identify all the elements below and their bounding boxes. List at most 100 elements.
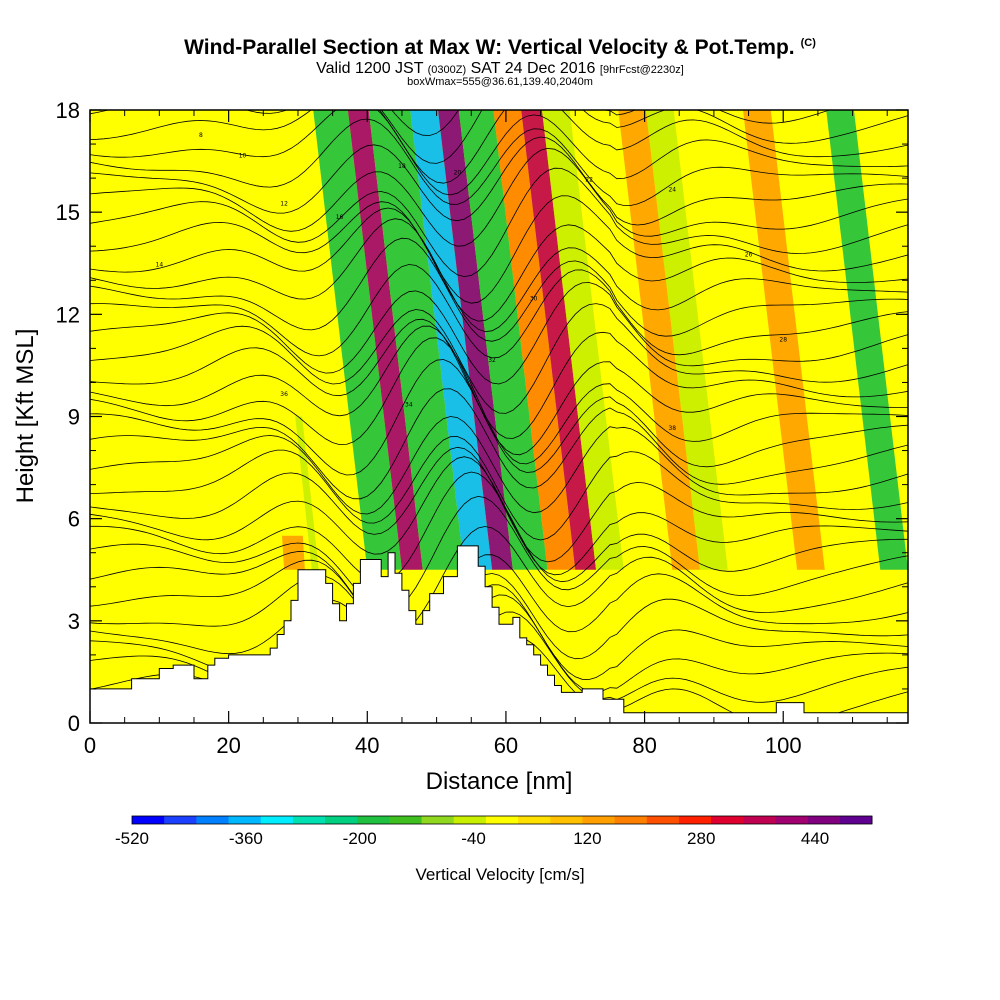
isentrope-label: 20 [454, 170, 462, 177]
x-tick-label: 100 [765, 733, 802, 758]
isentrope-line [90, 147, 908, 247]
isentrope-line [90, 282, 908, 385]
isentrope-label: 32 [488, 357, 496, 364]
colorbar-swatch [807, 816, 841, 824]
colorbar-swatch [518, 816, 551, 824]
velocity-band [437, 110, 513, 570]
x-tick-label: 40 [355, 733, 379, 758]
colorbar-swatch [389, 816, 423, 824]
colorbar-swatch [646, 816, 680, 824]
velocity-band [295, 416, 319, 570]
box-wmax-line: boxWmax=555@36.61,139.40,2040m [407, 76, 593, 88]
isentrope-line [90, 416, 908, 515]
isentrope-label: 28 [779, 337, 787, 344]
colorbar-tick-label: 280 [687, 829, 715, 848]
valid-date: SAT 24 Dec 2016 [470, 60, 596, 77]
isentrope-line [90, 118, 908, 206]
terrain-mask [90, 545, 908, 723]
isentrope-line [90, 110, 908, 196]
colorbar-swatch [775, 816, 809, 824]
velocity-band [410, 110, 493, 570]
isentrope-line [90, 218, 908, 333]
colorbar-tick-label: 440 [801, 829, 829, 848]
chart-title-tag: (C) [800, 37, 816, 49]
colorbar-swatch [196, 816, 230, 824]
velocity-band [826, 110, 908, 570]
colorbar-swatch [550, 816, 583, 824]
colorbar-swatch [485, 816, 519, 824]
velocity-band [645, 110, 728, 570]
isentrope-line [90, 584, 908, 680]
isentrope-label: 24 [668, 187, 676, 194]
isentrope-line [90, 195, 908, 304]
x-tick-label: 60 [494, 733, 518, 758]
colorbar-title: Vertical Velocity [cm/s] [415, 865, 584, 884]
isentrope-line [90, 436, 908, 541]
isentrope-label: 16 [336, 214, 344, 221]
x-tick-label: 20 [216, 733, 240, 758]
isentrope-line [90, 264, 908, 359]
colorbar-swatch [132, 816, 165, 824]
x-tick-label: 80 [632, 733, 656, 758]
velocity-band [282, 535, 305, 570]
colorbar-tick-label: 120 [573, 829, 601, 848]
isentrope-line [90, 554, 908, 648]
colorbar-swatch [453, 816, 487, 824]
velocity-band [743, 110, 825, 570]
valid-prefix: Valid 1200 JST [316, 60, 424, 77]
colorbar-swatch [614, 816, 648, 824]
isentrope-line [90, 110, 908, 184]
colorbar-swatch [421, 816, 455, 824]
velocity-band [493, 110, 576, 570]
colorbar-swatch [164, 816, 197, 824]
valid-fcst: [9hrFcst@2230z] [599, 64, 684, 76]
x-axis-label: Distance [nm] [426, 768, 573, 795]
velocity-band [458, 110, 548, 570]
terrain-polygon [90, 545, 908, 723]
colorbar-swatch [678, 816, 712, 824]
valid-time-line: Valid 1200 JST (0300Z) SAT 24 Dec 2016 [… [0, 60, 1000, 78]
isentrope-line [90, 359, 908, 476]
isentrope-label: 18 [398, 163, 406, 170]
y-tick-label: 0 [68, 711, 80, 736]
isentrope-label: 38 [668, 425, 676, 432]
velocity-band [347, 110, 423, 570]
isentrope-line [90, 167, 908, 278]
isentrope-label: 34 [405, 401, 413, 408]
isentrope-line [90, 110, 908, 164]
isentrope-line [90, 456, 908, 576]
isentrope-label: 14 [156, 262, 164, 269]
velocity-band [368, 110, 465, 570]
isentrope-line [90, 237, 908, 342]
isentrope-line [90, 446, 908, 563]
y-axis-label: Height [Kft MSL] [12, 329, 39, 504]
isentrope-label: 26 [745, 251, 753, 258]
colorbar-swatch [743, 816, 776, 824]
isentrope-label: 22 [585, 177, 593, 184]
isentrope-label: 36 [280, 391, 288, 398]
isentrope-line [90, 318, 908, 439]
colorbar-swatch [711, 816, 744, 824]
y-tick-label: 3 [68, 609, 80, 634]
chart-title: Wind-Parallel Section at Max W: Vertical… [0, 36, 1000, 60]
y-tick-label: 6 [68, 507, 80, 532]
colorbar-swatch [292, 816, 326, 824]
isentrope-line [90, 495, 908, 612]
velocity-band [521, 110, 597, 570]
isentrope-line [90, 18, 908, 105]
isentrope-label: 10 [239, 153, 247, 160]
y-tick-label: 15 [56, 200, 80, 225]
velocity-band [313, 110, 402, 570]
colorbar-swatch [325, 816, 358, 824]
colorbar-swatch [228, 816, 262, 824]
colorbar-tick-label: -40 [461, 829, 486, 848]
colorbar-tick-label: -520 [115, 829, 149, 848]
colorbar-swatch [839, 816, 873, 824]
colorbar-swatch [260, 816, 294, 824]
isentrope-label: 12 [280, 200, 288, 207]
valid-zulu: (0300Z) [427, 64, 467, 76]
isentrope-line [90, 526, 908, 635]
x-tick-label: 0 [84, 733, 96, 758]
